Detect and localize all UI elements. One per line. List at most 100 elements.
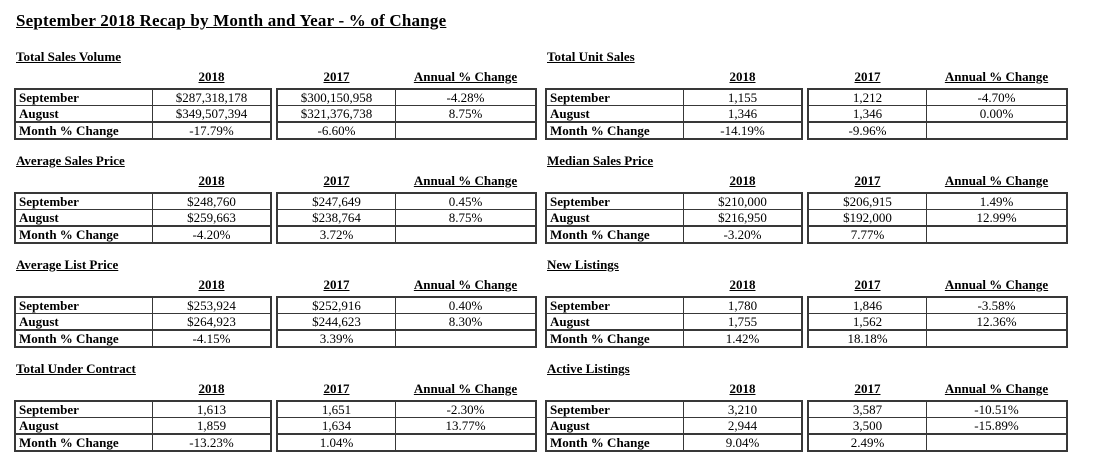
table-row-september: September 1,613	[16, 402, 270, 417]
table-row-month-pct-change: Month % Change -4.15%	[16, 329, 270, 346]
row-label: Month % Change	[547, 227, 684, 242]
row-label: August	[16, 418, 153, 433]
cell-annual-pct-change	[927, 331, 1066, 346]
row-label: September	[16, 90, 153, 105]
cell-annual-pct-change: -3.58%	[977, 298, 1016, 313]
table-row-august: 3,500 -15.89%	[809, 417, 1066, 433]
page-title: September 2018 Recap by Month and Year -…	[16, 11, 447, 30]
data-table: September $210,000 August $216,950 Month…	[545, 192, 1068, 244]
column-header-2018: 2018	[729, 381, 756, 396]
cell-annual-pct-change	[396, 331, 535, 346]
cell-2017-value: $300,150,958	[278, 90, 396, 105]
cell-2018-value: $253,924	[187, 298, 236, 313]
table-row-month-pct-change: Month % Change -13.23%	[16, 433, 270, 450]
report-section: Total Sales Volume 2018 2017 Annual % Ch…	[14, 49, 537, 140]
column-header-spacer	[547, 173, 684, 189]
table-row-month-pct-change: 18.18%	[809, 329, 1066, 346]
cell-2018-value: -14.19%	[720, 123, 765, 138]
table-row-september: 3,587 -10.51%	[809, 402, 1066, 417]
row-label: September	[16, 194, 153, 209]
table-left-box: September 3,210 August 2,944 Month % Cha…	[545, 400, 803, 452]
cell-annual-pct-change	[396, 435, 535, 450]
table-row-month-pct-change: 1.04%	[278, 433, 535, 450]
column-header-row: 2018 2017 Annual % Change	[545, 171, 1068, 191]
table-row-august: August 1,755	[547, 313, 801, 329]
table-row-september: September $287,318,178	[16, 90, 270, 105]
column-header-2018: 2018	[729, 173, 756, 188]
cell-2018-value: 3,210	[727, 402, 758, 417]
cell-2018-value: -13.23%	[189, 435, 234, 450]
table-row-month-pct-change: 2.49%	[809, 433, 1066, 450]
cell-2017-value: $244,623	[278, 314, 396, 329]
column-header-2018: 2018	[729, 277, 756, 292]
cell-2017-value: $321,376,738	[278, 106, 396, 121]
cell-annual-pct-change: 1.49%	[979, 194, 1014, 209]
column-header-annual-pct-change: Annual % Change	[944, 381, 1049, 396]
table-row-august: August 1,346	[547, 105, 801, 121]
row-label: September	[16, 298, 153, 313]
section-heading: Total Sales Volume	[16, 49, 121, 64]
cell-2017-value: 3,587	[809, 402, 927, 417]
row-label: September	[547, 194, 684, 209]
cell-2017-value: 1.04%	[278, 435, 396, 450]
cell-annual-pct-change: 12.36%	[976, 314, 1017, 329]
table-row-september: September $253,924	[16, 298, 270, 313]
column-header-row: 2018 2017 Annual % Change	[545, 67, 1068, 87]
data-table: September 1,780 August 1,755 Month % Cha…	[545, 296, 1068, 348]
table-left-box: September $287,318,178 August $349,507,3…	[14, 88, 272, 140]
cell-annual-pct-change: 0.40%	[448, 298, 483, 313]
cell-2018-value: -3.20%	[723, 227, 762, 242]
report-section: Active Listings 2018 2017 Annual % Chang…	[545, 361, 1068, 452]
cell-2017-value: 1,634	[278, 418, 396, 433]
table-right-box: 1,651 -2.30% 1,634 13.77% 1.04%	[276, 400, 537, 452]
table-row-august: August $216,950	[547, 209, 801, 225]
table-row-month-pct-change: Month % Change -3.20%	[547, 225, 801, 242]
cell-2018-value: 1,755	[727, 314, 758, 329]
cell-2017-value: 18.18%	[809, 331, 927, 346]
row-label: Month % Change	[16, 123, 153, 138]
cell-annual-pct-change: 8.75%	[448, 106, 483, 121]
table-row-september: September $210,000	[547, 194, 801, 209]
column-header-row: 2018 2017 Annual % Change	[14, 379, 537, 399]
cell-2017-value: 2.49%	[809, 435, 927, 450]
cell-2018-value: $216,950	[718, 210, 767, 225]
cell-2018-value: 1,859	[196, 418, 227, 433]
cell-2018-value: -4.15%	[192, 331, 231, 346]
table-right-box: $247,649 0.45% $238,764 8.75% 3.72%	[276, 192, 537, 244]
cell-2017-value: $192,000	[809, 210, 927, 225]
column-header-spacer	[16, 69, 153, 85]
row-label: August	[547, 210, 684, 225]
column-header-spacer	[16, 381, 153, 397]
cell-2017-value: 1,562	[809, 314, 927, 329]
cell-annual-pct-change: 13.77%	[445, 418, 486, 433]
column-header-2017: 2017	[323, 173, 350, 188]
section-heading: Median Sales Price	[547, 153, 654, 168]
cell-2017-value: 3,500	[809, 418, 927, 433]
table-left-box: September $210,000 August $216,950 Month…	[545, 192, 803, 244]
data-table: September $248,760 August $259,663 Month…	[14, 192, 537, 244]
cell-2017-value: -6.60%	[278, 123, 396, 138]
table-row-august: August $349,507,394	[16, 105, 270, 121]
row-label: August	[16, 106, 153, 121]
cell-2018-value: 1,780	[727, 298, 758, 313]
table-row-september: $300,150,958 -4.28%	[278, 90, 535, 105]
column-header-2018: 2018	[198, 69, 225, 84]
section-heading: Active Listings	[547, 361, 630, 376]
table-row-september: September 3,210	[547, 402, 801, 417]
table-right-box: $206,915 1.49% $192,000 12.99% 7.77%	[807, 192, 1068, 244]
report-section: New Listings 2018 2017 Annual % Change S…	[545, 257, 1068, 348]
row-label: August	[547, 314, 684, 329]
cell-2018-value: 2,944	[727, 418, 758, 433]
column-header-row: 2018 2017 Annual % Change	[14, 171, 537, 191]
cell-2017-value: 1,651	[278, 402, 396, 417]
table-row-september: $252,916 0.40%	[278, 298, 535, 313]
table-row-month-pct-change: -6.60%	[278, 121, 535, 138]
table-row-september: $206,915 1.49%	[809, 194, 1066, 209]
cell-annual-pct-change	[927, 227, 1066, 242]
row-label: Month % Change	[16, 331, 153, 346]
column-header-row: 2018 2017 Annual % Change	[14, 275, 537, 295]
cell-annual-pct-change: -10.51%	[974, 402, 1019, 417]
table-row-september: 1,212 -4.70%	[809, 90, 1066, 105]
table-row-september: 1,846 -3.58%	[809, 298, 1066, 313]
row-label: August	[547, 106, 684, 121]
